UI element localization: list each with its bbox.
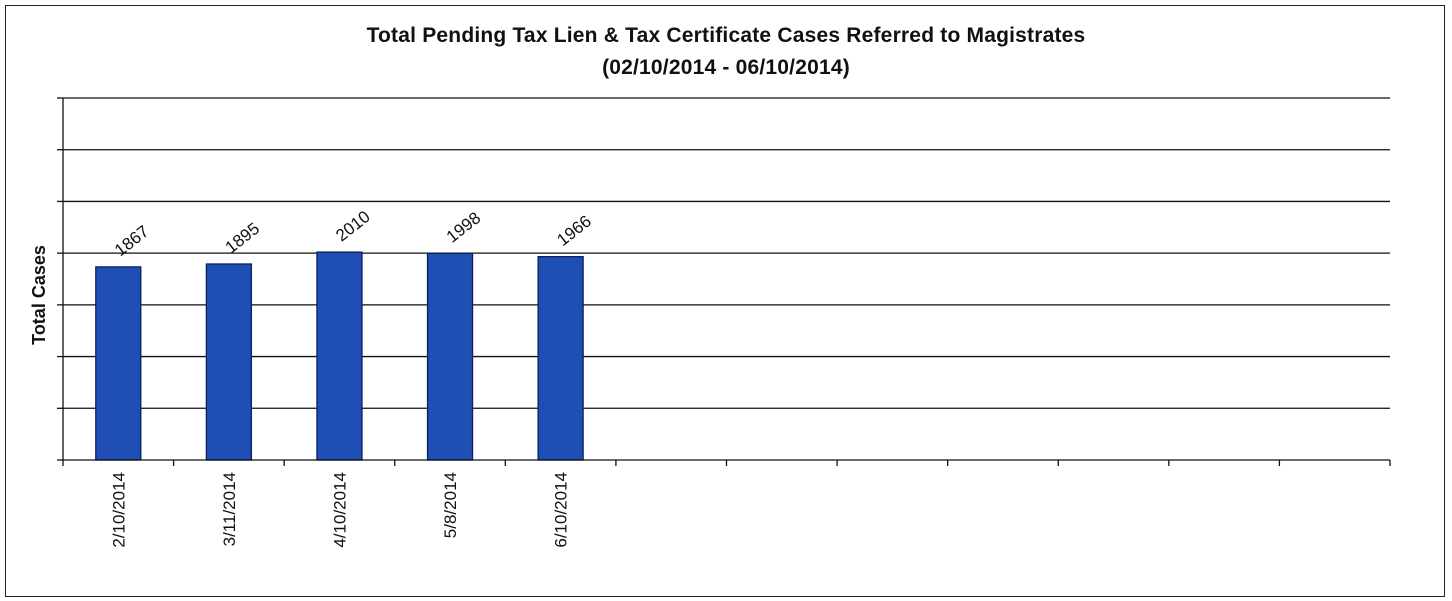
x-tick-label: 2/10/2014 [109,472,128,548]
x-tick-label: 4/10/2014 [330,472,349,548]
data-label: 1998 [443,208,485,246]
data-label: 1895 [222,219,264,257]
bars [95,251,584,461]
data-label: 1966 [553,212,595,250]
bar [316,251,363,461]
data-label: 2010 [332,207,374,245]
axes [57,97,1391,466]
bar [537,256,584,461]
chart-subtitle: (02/10/2014 - 06/10/2014) [602,56,850,79]
x-tick-label: 6/10/2014 [552,472,571,548]
x-tick-label: 5/8/2014 [441,472,460,538]
bar [95,266,142,461]
bar [205,263,253,461]
data-label: 1867 [111,222,153,260]
chart-title: Total Pending Tax Lien & Tax Certificate… [366,24,1086,47]
y-axis-label: Total Cases [29,245,49,345]
x-tick-label: 3/11/2014 [220,472,239,546]
chart-frame [5,5,1445,597]
bar [426,252,474,461]
gridlines [63,97,1390,409]
